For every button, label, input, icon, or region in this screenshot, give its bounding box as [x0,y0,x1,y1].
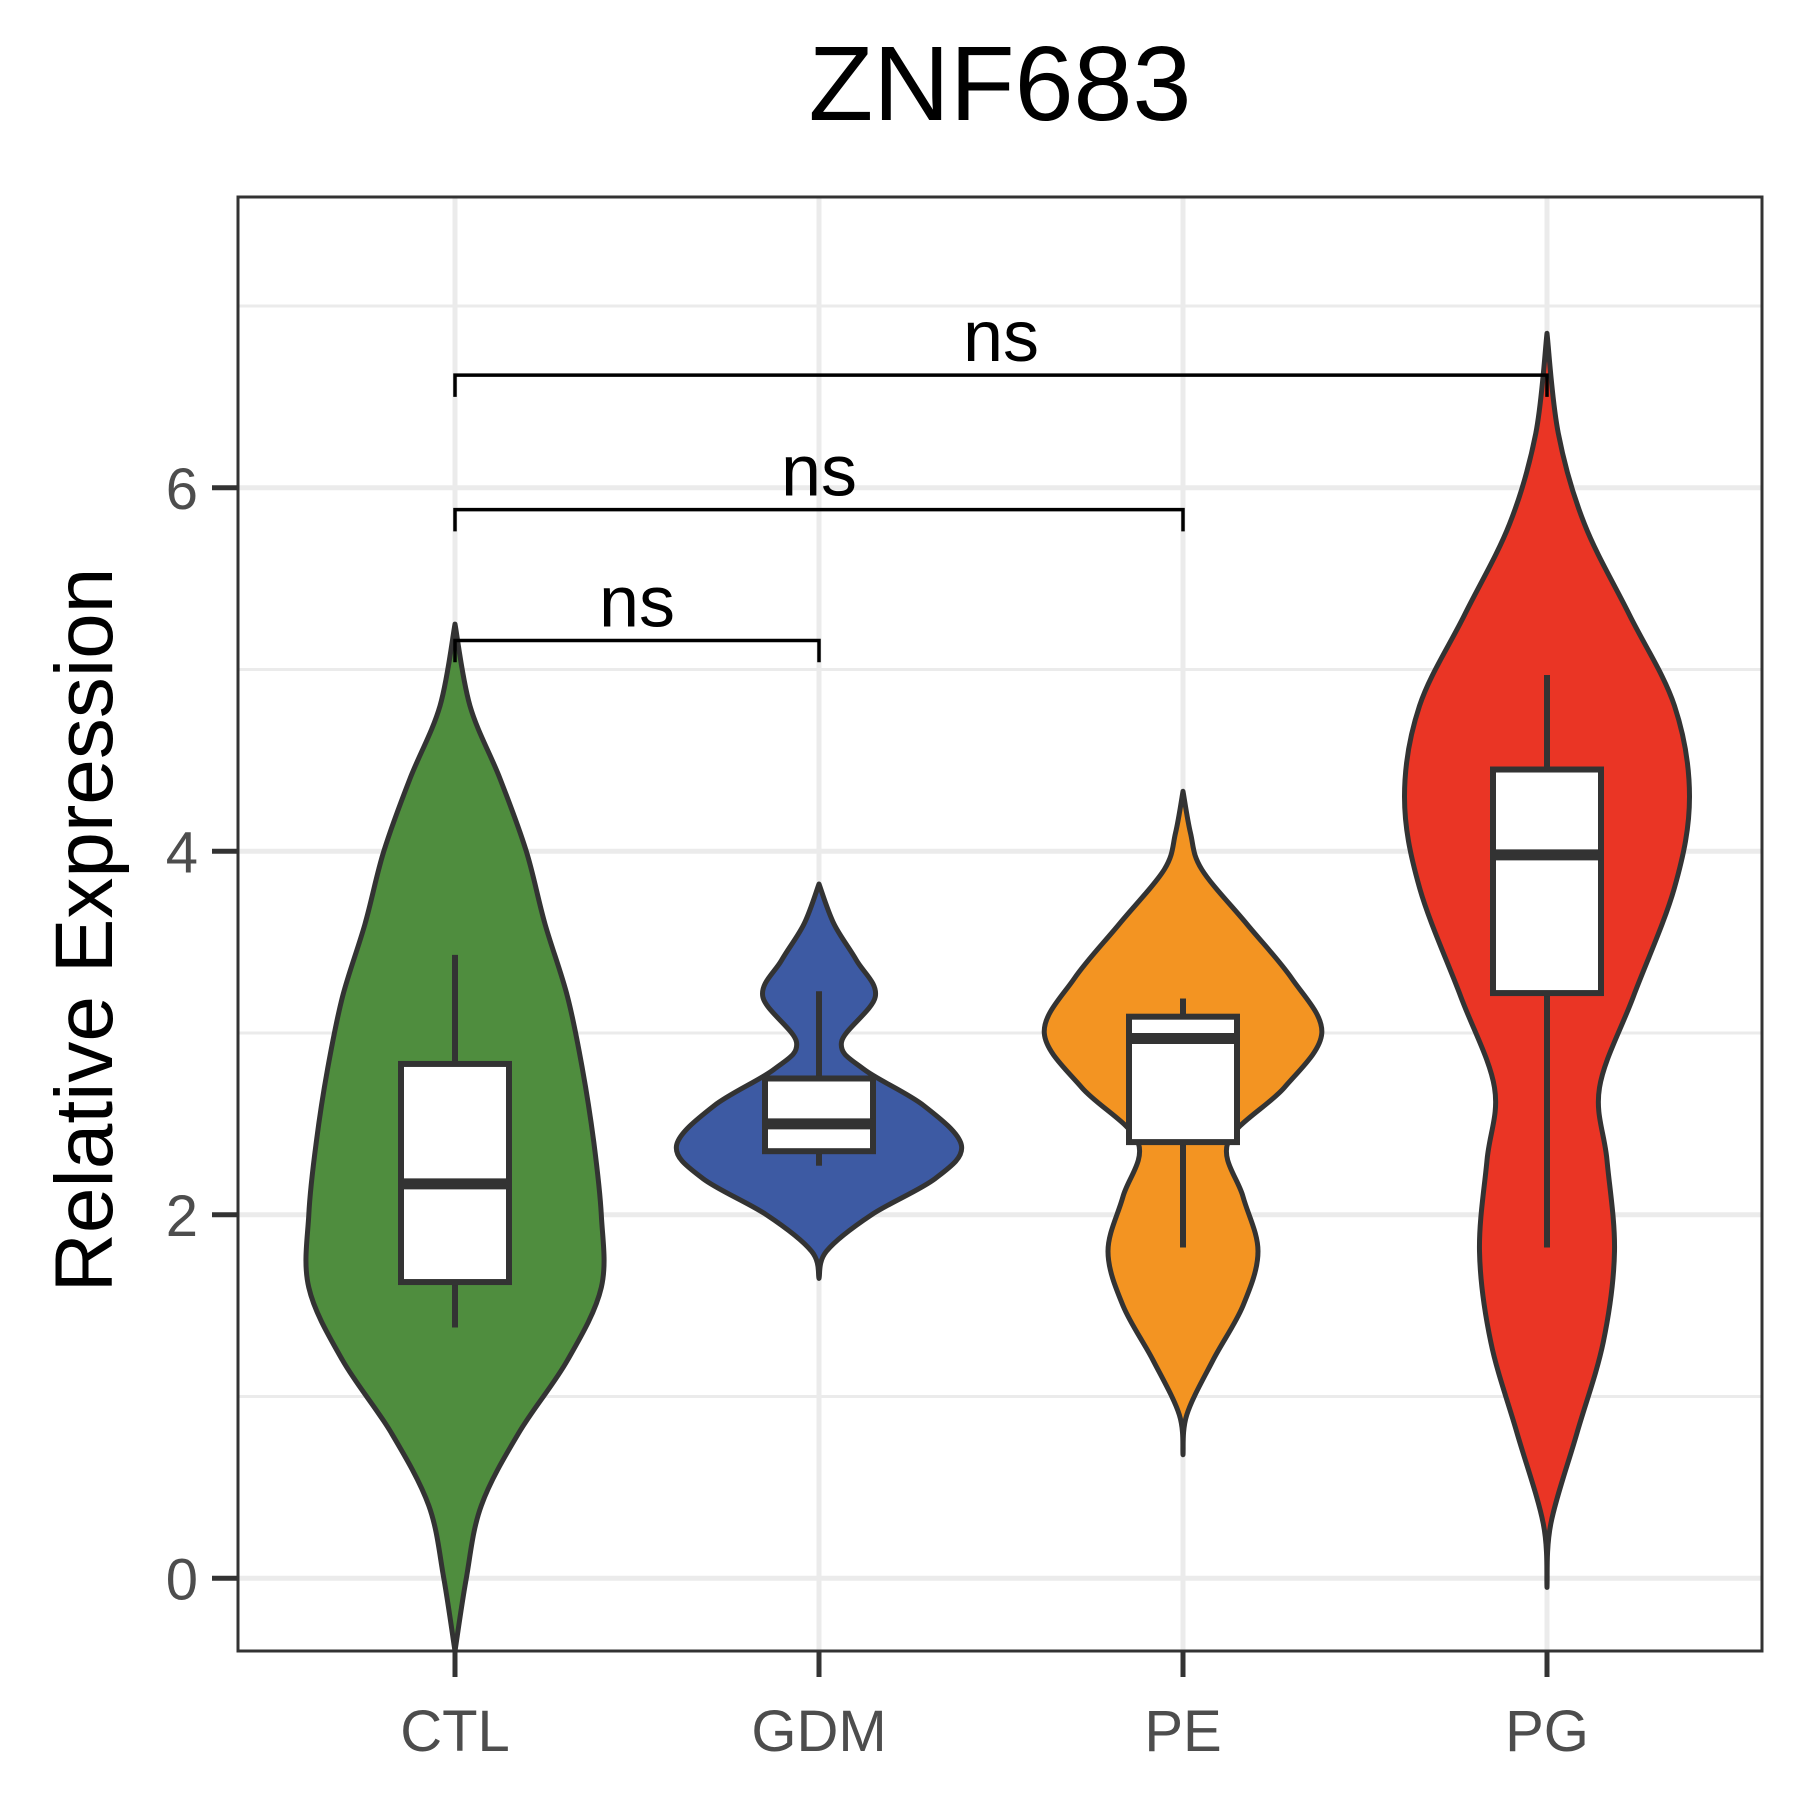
significance-bracket [453,373,1549,397]
x-tick-label-pe: PE [1144,1699,1221,1764]
comparison-ctl-pg: ns [453,297,1549,397]
significance-bracket [453,638,821,663]
boxplot-pg [1490,675,1604,1248]
comparison-ctl-gdm: ns [453,562,821,663]
significance-label: ns [963,297,1039,377]
y-tick-label-2: 2 [166,1184,198,1249]
comparison-ctl-pe: ns [453,432,1185,532]
violin-layer [303,330,1692,1654]
panel-border [236,195,1764,1653]
boxplot-gdm [762,991,876,1166]
box-iqr [1490,766,1604,997]
chart-title: ZNF683 [809,25,1192,143]
x-tick-label-ctl: CTL [400,1699,510,1764]
box-layer [398,675,1604,1328]
significance-label: ns [781,432,857,512]
y-tick-label-4: 4 [166,820,198,885]
significance-label: ns [599,562,675,642]
y-tick-label-0: 0 [166,1547,198,1612]
y-tick-label-6: 6 [166,457,198,522]
box-iqr [398,1060,512,1286]
x-tick-label-pg: PG [1505,1699,1589,1764]
axis-layer: 0 2 4 6 CTL GDM PE PG [166,457,1589,1764]
boxplot-pe [1126,998,1240,1248]
box-iqr [762,1075,876,1155]
y-axis-title: Relative Expression [39,568,130,1293]
significance-layer: ns ns ns [453,297,1549,663]
boxplot-ctl [398,954,512,1328]
significance-bracket [453,507,1185,532]
x-tick-label-gdm: GDM [751,1699,886,1764]
